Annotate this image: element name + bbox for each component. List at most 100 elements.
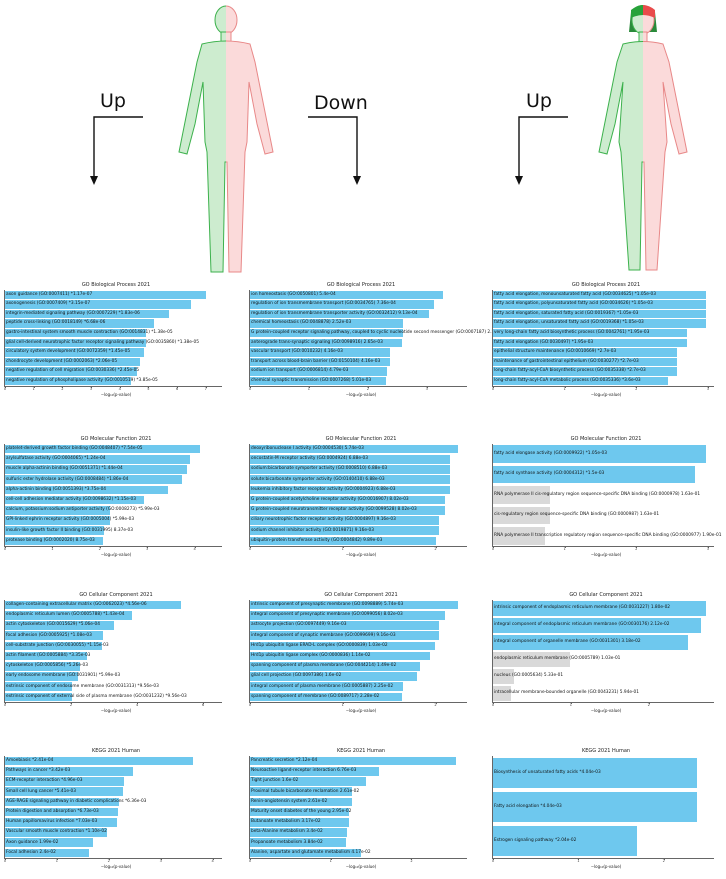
- bar-fill: [5, 377, 132, 386]
- bar: Axon guidance 1.99e-02: [5, 838, 223, 848]
- bar: Amoebiasis *2.41e-04: [5, 756, 223, 766]
- x-tick-label: 1: [341, 703, 344, 707]
- x-tick-label: 7: [204, 387, 207, 391]
- bar-fill: [493, 445, 707, 463]
- x-tick-label: 1: [55, 859, 59, 863]
- x-tick-mark: [71, 702, 72, 704]
- bar: fatty acid elongation, polyunsaturated f…: [493, 300, 715, 309]
- x-tick-label: 2: [647, 703, 650, 707]
- bar-label: long-chain fatty-acyl-CoA metabolic proc…: [494, 378, 641, 384]
- bar-fill: [5, 848, 90, 858]
- arrow-label-right: Up: [526, 90, 552, 112]
- bar-label: platelet-derived growth factor binding (…: [6, 445, 143, 451]
- bar-fill: [5, 797, 120, 807]
- bar-fill: [250, 777, 367, 786]
- bar-plot-area: collagen-containing extracellular matrix…: [4, 600, 223, 707]
- bar: epithelial structure maintenance (GO:001…: [493, 348, 715, 357]
- bar-fill: [493, 319, 707, 328]
- panel-title: GO Cellular Component 2021: [569, 592, 643, 598]
- bar: Alanine, aspartate and glutamate metabol…: [250, 848, 468, 858]
- x-tick-label: 4: [211, 859, 214, 863]
- arrow-left: [90, 116, 143, 185]
- bar: integral component of endoplasmic reticu…: [493, 618, 715, 633]
- arrow-right: [515, 116, 568, 185]
- bar-fill: [493, 357, 678, 367]
- bar: Protein digestion and absorption *6.73e-…: [5, 807, 223, 817]
- x-tick-label: 1: [569, 703, 573, 707]
- bar-fill: [5, 505, 111, 515]
- bar: early endosome membrane (GO:0031901) *5.…: [5, 672, 223, 681]
- panel-title: KEGG 2021 Human: [91, 748, 141, 754]
- panel-title: GO Molecular Function 2021: [325, 436, 397, 442]
- bar: endoplasmic reticulum membrane (GO:00057…: [493, 652, 715, 667]
- bar: very long-chain fatty acid biosynthetic …: [493, 329, 715, 338]
- bar-label: calcium, potassium:sodium antiporter act…: [6, 507, 160, 513]
- x-tick-mark: [570, 702, 572, 704]
- bar: G protein-coupled neurotransmitter recep…: [250, 505, 468, 515]
- bar: spanning component of plasma membrane (G…: [250, 661, 468, 671]
- x-axis-label: −log₁₀(p-value): [345, 392, 377, 397]
- bar: actin filament (GO:0005884) *3.35e-03: [5, 651, 223, 661]
- x-axis-label: −log₁₀(p-value): [100, 552, 132, 557]
- bar: solute:bicarbonate symporter activity (G…: [250, 475, 468, 485]
- bar: collagen-containing extracellular matrix…: [5, 600, 223, 610]
- bar-label: Human papillomavirus infection *7.03e-03: [6, 819, 98, 825]
- bar-fill: [250, 495, 445, 505]
- bar-fill: [493, 506, 550, 525]
- bar: deoxyribonuclease I activity (GO:0004530…: [250, 444, 468, 454]
- panel-title: KEGG 2021 Human: [581, 748, 631, 754]
- enrichment-panel: GO Biological Process 2021 axon guidance …: [0, 282, 232, 400]
- bar-fill: [493, 329, 688, 338]
- bar-fill: [250, 516, 440, 525]
- bar: extrinsic component of external side of …: [5, 692, 223, 702]
- bar-plot-area: intrinsic component of presynaptic membr…: [249, 600, 468, 707]
- bar: Hrd1p ubiquitin ligase ERAD-L complex (G…: [250, 641, 468, 651]
- x-tick-label: 1: [32, 387, 35, 391]
- x-tick-label: 0: [248, 387, 252, 391]
- x-tick-label: 5: [147, 387, 150, 391]
- x-tick-mark: [250, 546, 251, 548]
- bar-fill: [5, 516, 111, 525]
- bar: integral component of presynaptic membra…: [250, 610, 468, 620]
- x-tick-label: 6: [202, 703, 205, 707]
- x-tick-mark: [203, 702, 204, 704]
- bar-fill: [5, 300, 192, 309]
- enrichment-panel: KEGG 2021 Human Pancreatic secretion *2.1…: [245, 748, 477, 872]
- bar-label: fatty acid elongation (GO:0030497) *1.95…: [494, 339, 594, 345]
- bar-fill: [493, 367, 678, 376]
- bar-label: long-chain fatty-acyl-CoA biosynthetic p…: [494, 368, 646, 374]
- bar-plot-area: platelet-derived growth factor binding (…: [4, 444, 222, 551]
- enrichment-panel: GO Molecular Function 2021 deoxyribonucle…: [245, 436, 477, 560]
- bar-label: early endosome membrane (GO:0031901) *5.…: [6, 673, 121, 679]
- bar: chemical homeostasis (GO:0048878) 2.52e-…: [250, 319, 468, 328]
- bar: peptide cross-linking (GO:0018149) *6.68…: [5, 319, 223, 328]
- x-axis-label: −log₁₀(p-value): [100, 708, 132, 713]
- bar-label: oncostatin-M receptor activity (GO:00049…: [251, 456, 368, 462]
- x-tick-mark: [194, 546, 196, 548]
- x-tick-mark: [636, 386, 637, 388]
- x-tick-mark: [108, 858, 110, 860]
- enrichment-panel: GO Molecular Function 2021 fatty acid elo…: [488, 436, 724, 560]
- bar-label: transport across blood-brain barrier (GO…: [251, 358, 381, 364]
- bar: Butanoate metabolism 3.17e-02: [250, 817, 468, 827]
- bar-plot-area: Pancreatic secretion *2.12e-04 Neuroactiv…: [249, 756, 468, 863]
- bar-label: Fatty acid elongation *4.04e-03: [494, 803, 562, 809]
- bar-fill: [493, 669, 515, 684]
- bar-label: sulfuric ester hydrolase activity (GO:00…: [6, 476, 129, 482]
- bar-label: cis-regulatory region sequence-specific …: [494, 512, 660, 518]
- bar-fill: [250, 672, 417, 681]
- x-tick-mark: [707, 546, 709, 548]
- bar-plot-area: fatty acid elongation, monounsaturated f…: [492, 290, 715, 391]
- bar-fill: [5, 495, 145, 505]
- bar-label: integral component of presynaptic membra…: [251, 612, 403, 618]
- bar: intrinsic component of presynaptic membr…: [250, 600, 468, 610]
- x-tick-label: 2: [635, 547, 638, 551]
- bar-fill: [5, 807, 118, 817]
- bar-fill: [5, 600, 182, 610]
- x-tick-label: 1: [307, 387, 311, 391]
- bar-label: ion homeostasis (GO:0050801) 5.4e-04: [251, 291, 336, 297]
- x-tick-mark: [5, 546, 6, 548]
- bar-fill: [5, 367, 137, 376]
- x-tick-mark: [5, 386, 6, 388]
- x-tick-label: 2: [434, 547, 437, 551]
